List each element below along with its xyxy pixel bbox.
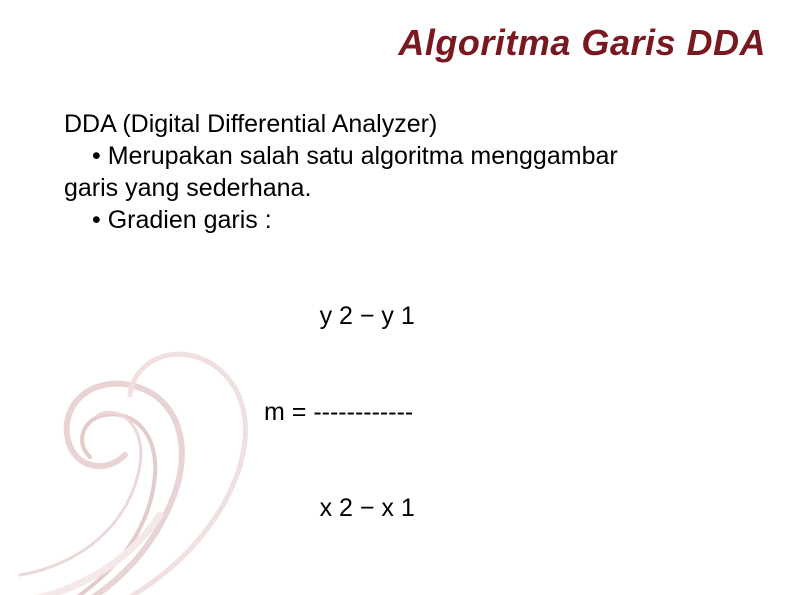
formula-mid: m = ------------ — [264, 396, 754, 428]
bullet-1: • Merupakan salah satu algoritma menggam… — [92, 140, 754, 172]
bullet-1-text: • Merupakan salah satu algoritma menggam… — [92, 142, 618, 170]
slide-body: DDA (Digital Differential Analyzer) • Me… — [64, 108, 754, 588]
slide: Algoritma Garis DDA DDA (Digital Differe… — [0, 0, 794, 595]
formula-denominator: x 2 − x 1 — [264, 492, 754, 524]
body-line-2: garis yang sederhana. — [64, 172, 754, 204]
formula-block: y 2 − y 1 m = ------------ x 2 − x 1 — [264, 236, 754, 588]
bullet-2-text: • Gradien garis : — [92, 206, 272, 234]
formula-numerator: y 2 − y 1 — [264, 300, 754, 332]
body-intro: DDA (Digital Differential Analyzer) — [64, 108, 754, 140]
slide-title: Algoritma Garis DDA — [398, 22, 766, 64]
bullet-2: • Gradien garis : — [92, 204, 754, 236]
title-text: Algoritma Garis DDA — [398, 22, 766, 63]
